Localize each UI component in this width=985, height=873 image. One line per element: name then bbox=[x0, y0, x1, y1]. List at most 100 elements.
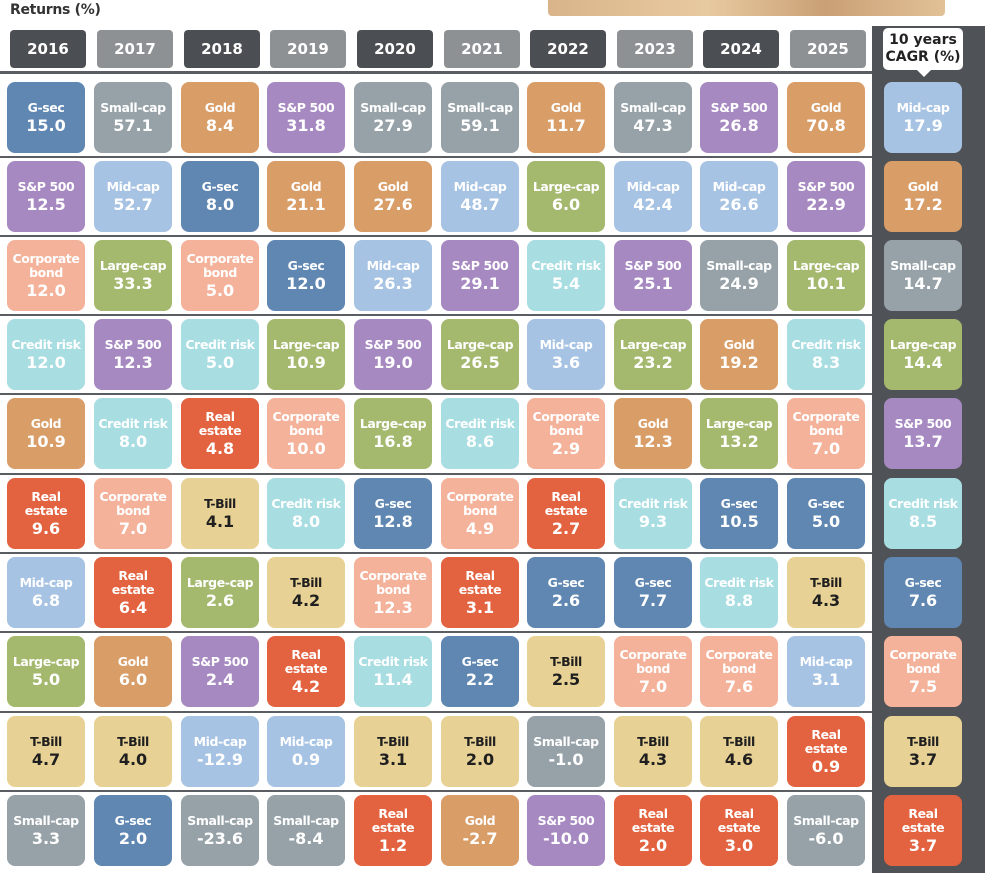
cagr-cell-real-estate: Real estate 3.7 bbox=[884, 795, 962, 866]
return-value: 23.2 bbox=[633, 352, 673, 372]
cell-2022-sandp-500: S&P 500 -10.0 bbox=[527, 795, 605, 866]
asset-label: G-sec bbox=[904, 574, 942, 590]
cell-2024-credit-risk: Credit risk 8.8 bbox=[700, 557, 778, 628]
return-value: 21.1 bbox=[286, 194, 326, 214]
cagr-cell-corporate-bond: Corporate bond 7.5 bbox=[884, 636, 962, 707]
asset-label: Credit risk bbox=[271, 495, 341, 511]
asset-label: S&P 500 bbox=[104, 336, 162, 352]
asset-label: Corporate bond bbox=[99, 488, 167, 518]
asset-label: Corporate bond bbox=[186, 250, 254, 280]
asset-label: Real estate bbox=[284, 646, 328, 676]
asset-label: T-Bill bbox=[290, 574, 322, 590]
asset-label: T-Bill bbox=[377, 733, 409, 749]
cell-2024-mid-cap: Mid-cap 26.6 bbox=[700, 161, 778, 232]
cell-2023-t-bill: T-Bill 4.3 bbox=[614, 716, 692, 787]
cell-2020-large-cap: Large-cap 16.8 bbox=[354, 398, 432, 469]
cell-2016-g-sec: G-sec 15.0 bbox=[7, 82, 85, 153]
return-value: 4.1 bbox=[205, 511, 235, 531]
asset-label: Large-cap bbox=[619, 336, 687, 352]
row-separator bbox=[0, 790, 872, 792]
return-value: 8.0 bbox=[205, 194, 235, 214]
cell-2025-t-bill: T-Bill 4.3 bbox=[787, 557, 865, 628]
cagr-header-line1: 10 years bbox=[889, 32, 957, 48]
row-separator bbox=[0, 711, 872, 713]
cell-2023-gold: Gold 12.3 bbox=[614, 398, 692, 469]
cell-2020-sandp-500: S&P 500 19.0 bbox=[354, 319, 432, 390]
asset-label: Gold bbox=[810, 99, 842, 115]
cell-2023-corporate-bond: Corporate bond 7.0 bbox=[614, 636, 692, 707]
return-value: 17.9 bbox=[903, 115, 943, 135]
return-value: 4.2 bbox=[291, 590, 321, 610]
return-value: -1.0 bbox=[548, 749, 584, 769]
cell-2017-real-estate: Real estate 6.4 bbox=[94, 557, 172, 628]
return-value: 12.0 bbox=[26, 352, 66, 372]
asset-label: S&P 500 bbox=[277, 99, 335, 115]
asset-label: T-Bill bbox=[464, 733, 496, 749]
asset-label: Mid-cap bbox=[799, 653, 853, 669]
chart-title: Returns (%) bbox=[10, 2, 101, 18]
return-value: 4.2 bbox=[291, 676, 321, 696]
asset-label: S&P 500 bbox=[17, 178, 75, 194]
asset-label: G-sec bbox=[374, 495, 412, 511]
asset-label: T-Bill bbox=[637, 733, 669, 749]
return-value: 3.1 bbox=[465, 597, 495, 617]
asset-label: Small-cap bbox=[100, 99, 166, 115]
return-value: 8.8 bbox=[724, 590, 754, 610]
year-header-2020: 2020 bbox=[357, 30, 433, 68]
asset-label: Real estate bbox=[111, 567, 155, 597]
cell-2025-g-sec: G-sec 5.0 bbox=[787, 478, 865, 549]
asset-label: Large-cap bbox=[446, 336, 514, 352]
return-value: 19.0 bbox=[373, 352, 413, 372]
cagr-cell-large-cap: Large-cap 14.4 bbox=[884, 319, 962, 390]
return-value: 8.0 bbox=[291, 511, 321, 531]
return-value: 6.0 bbox=[118, 669, 148, 689]
return-value: 8.4 bbox=[205, 115, 235, 135]
asset-label: G-sec bbox=[201, 178, 239, 194]
return-value: 8.0 bbox=[118, 431, 148, 451]
asset-label: S&P 500 bbox=[894, 415, 952, 431]
return-value: 42.4 bbox=[633, 194, 673, 214]
cell-2020-corporate-bond: Corporate bond 12.3 bbox=[354, 557, 432, 628]
return-value: 27.6 bbox=[373, 194, 413, 214]
row-separator bbox=[0, 552, 872, 554]
asset-label: Real estate bbox=[717, 805, 761, 835]
cell-2020-gold: Gold 27.6 bbox=[354, 161, 432, 232]
return-value: 13.2 bbox=[719, 431, 759, 451]
asset-label: Large-cap bbox=[272, 336, 340, 352]
asset-label: Small-cap bbox=[620, 99, 686, 115]
return-value: 11.7 bbox=[546, 115, 586, 135]
asset-label: Small-cap bbox=[13, 812, 79, 828]
cell-2025-credit-risk: Credit risk 8.3 bbox=[787, 319, 865, 390]
return-value: 2.0 bbox=[118, 828, 148, 848]
return-value: 57.1 bbox=[113, 115, 153, 135]
cell-2024-gold: Gold 19.2 bbox=[700, 319, 778, 390]
return-value: 2.0 bbox=[465, 749, 495, 769]
asset-label: Gold bbox=[117, 653, 149, 669]
asset-label: Large-cap bbox=[186, 574, 254, 590]
cell-2018-large-cap: Large-cap 2.6 bbox=[181, 557, 259, 628]
return-value: 5.0 bbox=[205, 280, 235, 300]
return-value: 24.9 bbox=[719, 273, 759, 293]
cell-2023-g-sec: G-sec 7.7 bbox=[614, 557, 692, 628]
asset-label: T-Bill bbox=[723, 733, 755, 749]
return-value: 10.5 bbox=[719, 511, 759, 531]
return-value: 26.6 bbox=[719, 194, 759, 214]
cell-2016-gold: Gold 10.9 bbox=[7, 398, 85, 469]
return-value: 2.9 bbox=[551, 438, 581, 458]
cell-2025-gold: Gold 70.8 bbox=[787, 82, 865, 153]
asset-label: Real estate bbox=[544, 488, 588, 518]
cell-2023-real-estate: Real estate 2.0 bbox=[614, 795, 692, 866]
asset-label: Real estate bbox=[804, 726, 848, 756]
asset-label: Real estate bbox=[631, 805, 675, 835]
return-value: 12.3 bbox=[633, 431, 673, 451]
cell-2021-g-sec: G-sec 2.2 bbox=[441, 636, 519, 707]
asset-label: Credit risk bbox=[531, 257, 601, 273]
return-value: 22.9 bbox=[806, 194, 846, 214]
asset-label: Small-cap bbox=[273, 812, 339, 828]
asset-label: Corporate bond bbox=[792, 408, 860, 438]
asset-label: S&P 500 bbox=[624, 257, 682, 273]
return-value: 14.4 bbox=[903, 352, 943, 372]
asset-label: Mid-cap bbox=[896, 99, 950, 115]
return-value: 8.5 bbox=[908, 511, 938, 531]
cell-2016-sandp-500: S&P 500 12.5 bbox=[7, 161, 85, 232]
